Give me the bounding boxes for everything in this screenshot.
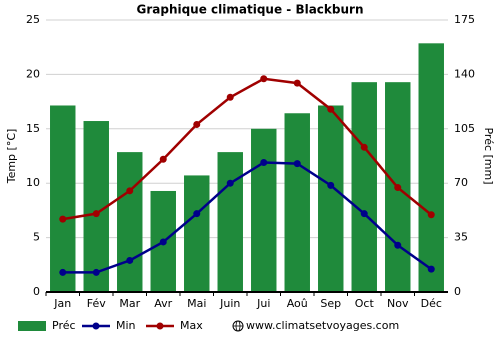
legend-swatch (92, 322, 100, 330)
point (59, 215, 67, 223)
legend-swatch (156, 322, 164, 330)
y-tick-label: 10 (26, 176, 40, 189)
point (360, 143, 368, 151)
x-tick-label: Juin (219, 297, 240, 310)
x-tick-label: Jui (256, 297, 270, 310)
point (126, 256, 134, 264)
y2-axis-label: Préc [mm] (482, 127, 495, 184)
point (327, 105, 335, 113)
x-tick-label: Mai (187, 297, 206, 310)
point (293, 79, 301, 87)
bar (318, 105, 344, 292)
x-tick-label: Avr (154, 297, 172, 310)
y2-tick-label: 140 (454, 67, 475, 80)
point (226, 179, 234, 187)
point (92, 268, 100, 276)
point (394, 241, 402, 249)
bar (284, 113, 310, 292)
point (126, 187, 134, 195)
chart-title: Graphique climatique - Blackburn (136, 3, 363, 17)
bar (418, 43, 444, 292)
legend-label: Préc (52, 319, 76, 332)
y2-tick-label: 0 (454, 285, 461, 298)
x-tick-label: Oct (355, 297, 375, 310)
y2-tick-label: 175 (454, 13, 475, 26)
x-tick-label: Aoû (287, 297, 308, 310)
bar (251, 128, 277, 292)
y-tick-label: 0 (33, 285, 40, 298)
x-tick-label: Sep (320, 297, 341, 310)
x-tick-label: Mar (119, 297, 140, 310)
point (427, 265, 435, 273)
legend-label: Min (116, 319, 136, 332)
x-tick-label: Fév (87, 297, 106, 310)
point (394, 184, 402, 192)
point (159, 238, 167, 246)
line (62, 77, 433, 221)
bar (351, 82, 377, 293)
bar (217, 152, 243, 292)
bar (117, 152, 143, 292)
bar (184, 175, 210, 292)
point (260, 75, 268, 83)
point (427, 211, 435, 219)
point (360, 210, 368, 218)
y-tick-label: 25 (26, 13, 40, 26)
bar (50, 105, 76, 292)
legend-label: Max (180, 319, 203, 332)
legend-swatch (18, 321, 46, 331)
line (62, 161, 432, 274)
point (92, 210, 100, 218)
point (327, 181, 335, 189)
point (193, 120, 201, 128)
x-tick-label: Déc (421, 297, 442, 310)
x-tick-label: Jan (53, 297, 71, 310)
x-tick-label: Nov (387, 297, 409, 310)
y2-tick-label: 35 (454, 231, 468, 244)
y-tick-label: 20 (26, 67, 40, 80)
y2-tick-label: 70 (454, 176, 468, 189)
y-tick-label: 15 (26, 122, 40, 135)
point (226, 93, 234, 101)
source: www.climatsetvoyages.com (246, 319, 399, 332)
y-tick-label: 5 (33, 231, 40, 244)
y-axis-label: Temp [°C] (5, 129, 18, 185)
y2-tick-label: 105 (454, 122, 475, 135)
source-icon (232, 320, 244, 332)
point (293, 160, 301, 168)
point (159, 155, 167, 163)
point (260, 159, 268, 167)
point (193, 210, 201, 218)
point (59, 268, 67, 276)
